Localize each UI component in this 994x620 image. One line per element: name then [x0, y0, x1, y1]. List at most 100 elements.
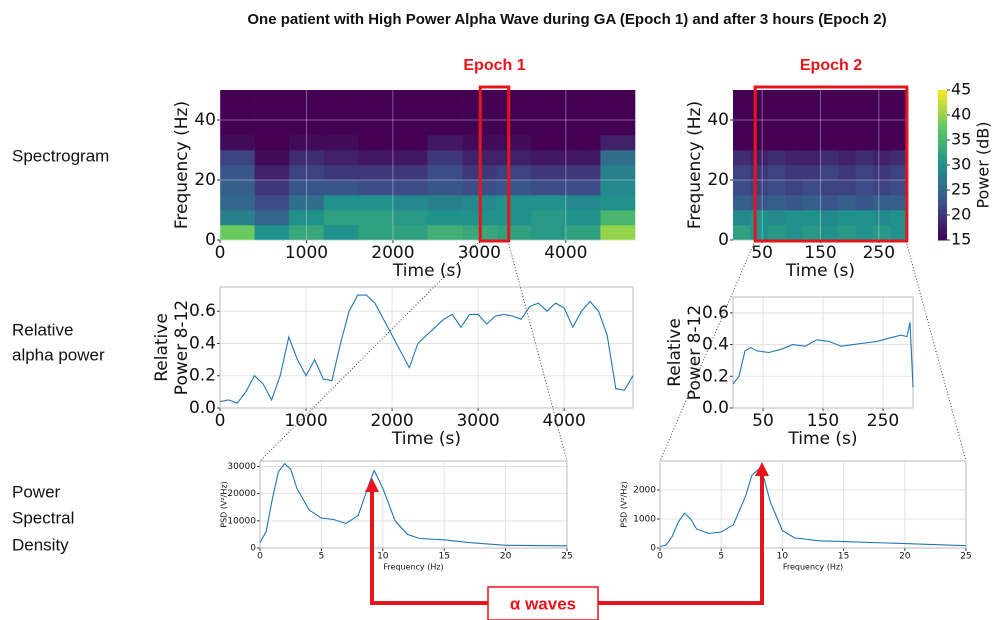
epoch-label: Epoch 2 — [800, 57, 862, 74]
colorbar-step — [938, 105, 947, 111]
colorbar-step — [938, 145, 947, 151]
spectrogram-cell — [820, 105, 839, 121]
spectrogram-cell — [785, 135, 804, 151]
spectrogram-cell — [785, 150, 804, 166]
spectrogram-cell — [220, 120, 255, 136]
x-tick-label: 250 — [863, 243, 895, 263]
x-axis-label: Time (s) — [391, 429, 461, 449]
y-tick-label: 0.6 — [702, 303, 729, 323]
spectrogram-cell — [220, 210, 255, 226]
colorbar-step — [938, 200, 947, 206]
colorbar-step — [938, 100, 947, 106]
spectrogram-cell — [785, 225, 804, 241]
spectrogram-cell — [427, 225, 463, 241]
spectrogram-cell — [600, 225, 636, 241]
figure-title: One patient with High Power Alpha Wave d… — [247, 11, 886, 28]
spectrogram-cell — [289, 105, 325, 121]
spectrogram-cell — [855, 150, 874, 166]
spectrogram-cell — [750, 165, 769, 181]
spectrogram-cell — [803, 225, 821, 241]
data-line — [219, 294, 634, 404]
spectrogram-cell — [323, 165, 359, 181]
y-tick-label: 10000 — [227, 516, 256, 526]
y-tick-label: 0 — [718, 230, 729, 250]
spectrogram-cell — [427, 210, 463, 226]
spectrogram-cell — [873, 165, 891, 181]
spectrogram-cell — [803, 135, 821, 151]
spectrogram-cell — [890, 150, 909, 166]
spectrogram-cell — [750, 90, 769, 106]
y-tick-label: 0 — [250, 544, 256, 554]
row-label: Power — [12, 482, 61, 501]
row-label: alpha power — [12, 345, 105, 364]
spectrogram-cell — [733, 150, 751, 166]
y-axis-label: Relative — [152, 313, 172, 382]
y-axis-label: Power 8-12 — [172, 300, 192, 395]
spectrogram-cell — [531, 135, 567, 151]
spectrogram-cell — [427, 105, 463, 121]
plot-frame — [659, 460, 967, 549]
spectrogram-cell — [220, 135, 255, 151]
spectrogram-cell — [220, 180, 255, 196]
x-axis-label: Time (s) — [787, 429, 857, 449]
x-tick-label: 3000 — [456, 411, 499, 431]
spectrogram-cell — [323, 180, 359, 196]
spectrogram-cell — [733, 90, 751, 106]
spectrogram-cell — [358, 90, 394, 106]
spectrogram-cell — [820, 150, 839, 166]
colorbar-step — [938, 235, 947, 241]
spectrogram-cell — [890, 195, 909, 211]
spectrogram-cell — [565, 180, 601, 196]
spectrogram-cell — [392, 90, 428, 106]
colorbar-step — [938, 160, 947, 166]
colorbar-step — [938, 215, 947, 221]
spectrogram-cell — [323, 135, 359, 151]
zoom-lines — [259, 240, 967, 462]
spectrogram-cell — [838, 150, 856, 166]
spectrogram-cell — [600, 165, 636, 181]
spectrogram-cell — [220, 165, 255, 181]
spectrogram-cell — [565, 195, 601, 211]
spectrogram-cell — [220, 195, 255, 211]
x-tick-label: 15 — [438, 552, 449, 562]
spectrogram-cell — [531, 120, 567, 136]
arrow-head — [755, 462, 769, 476]
spectrogram-cell — [358, 210, 394, 226]
spectrogram-cell — [427, 135, 463, 151]
spectrogram-cell — [254, 210, 290, 226]
colorbar-step — [938, 110, 947, 116]
spectrogram-cell — [289, 90, 325, 106]
spectrogram-cell — [392, 150, 428, 166]
spectrogram-cell — [220, 150, 255, 166]
spectrogram-cell — [323, 225, 359, 241]
colorbar-step — [938, 185, 947, 191]
colorbar-step — [938, 170, 947, 176]
spectrogram-cell — [803, 195, 821, 211]
x-axis-label: Time (s) — [392, 261, 462, 281]
spectrogram-cell — [427, 180, 463, 196]
spectrogram-cell — [820, 165, 839, 181]
colorbar-step — [938, 130, 947, 136]
spectrogram-cell — [873, 195, 891, 211]
y-tick-label: 20 — [194, 170, 216, 190]
y-tick-label: 2000 — [633, 486, 656, 496]
spectrogram-cell — [873, 120, 891, 136]
colorbar-step — [938, 180, 947, 186]
y-tick-label: 0.2 — [702, 366, 729, 386]
x-tick-label: 50 — [751, 243, 773, 263]
spectrogram-cell — [768, 195, 786, 211]
spectrogram-cell — [820, 120, 839, 136]
x-tick-label: 10 — [377, 552, 389, 562]
colorbar-step — [938, 210, 947, 216]
spectrogram-cell — [323, 150, 359, 166]
colorbar-step — [938, 140, 947, 146]
spectrogram-cell — [873, 210, 891, 226]
spectrogram-cell — [838, 210, 856, 226]
spectrogram-cell — [733, 135, 751, 151]
spectrogram-cell — [838, 135, 856, 151]
row-label: Spectrogram — [12, 146, 109, 165]
plot-frame — [219, 286, 634, 409]
spectrogram-cell — [427, 195, 463, 211]
colorbar-step — [938, 165, 947, 171]
spectrogram-cell — [358, 105, 394, 121]
